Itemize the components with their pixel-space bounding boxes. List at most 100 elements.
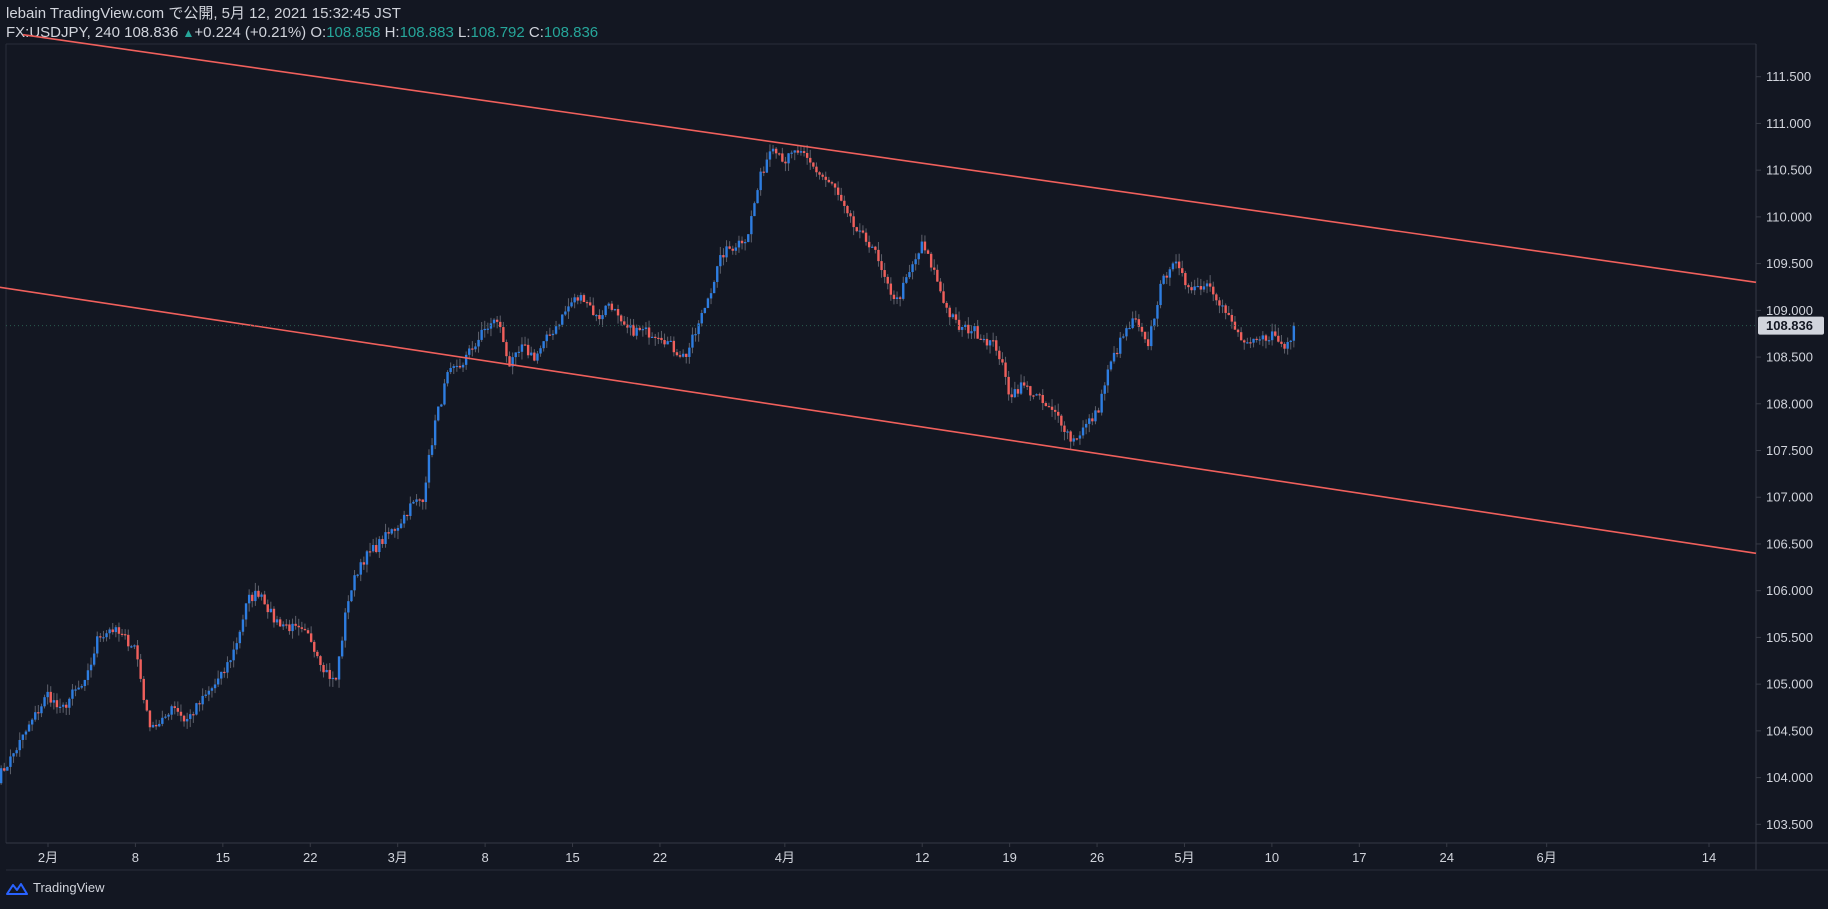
candle-up [604,305,607,316]
candle-up [911,264,914,273]
candle-up [747,234,750,242]
candle-up [440,404,443,407]
candle-down [833,183,837,188]
candle-down [458,365,462,368]
candle-up [595,315,598,317]
candle-up [213,684,217,689]
candle-down [142,678,145,701]
trendline-lower[interactable] [0,286,1757,555]
trendline-upper[interactable] [22,33,1757,284]
candle-down [306,630,310,634]
candle-up [579,295,583,301]
candle-down [1041,394,1044,404]
candle-down [898,297,902,299]
candle-up [452,366,455,368]
candle-down [127,634,130,647]
candle-up [1106,369,1110,386]
candle-down [1038,394,1041,396]
candle-down [1181,268,1184,274]
candle-down [923,241,927,251]
candle-down [65,704,68,708]
candle-down [1230,314,1234,322]
candle-down [948,307,951,318]
candle-up [27,724,31,732]
candle-down [251,594,254,602]
candle-down [136,645,139,660]
x-tick-label: 22 [653,850,667,865]
candle-up [474,346,477,350]
candle-down [1215,294,1218,301]
candle-down [1069,431,1072,442]
candle-down [722,255,725,258]
candle-down [495,319,499,322]
candle-down [1044,403,1048,407]
candle-up [461,364,465,368]
y-tick-label: 107.500 [1766,443,1813,458]
candle-up [0,768,3,784]
y-tick-label: 106.000 [1766,583,1813,598]
candle-down [55,700,59,708]
candle-down [855,227,858,232]
candle-down [942,291,945,303]
candle-up [1035,394,1038,396]
candle-down [1224,305,1227,313]
candle-down [1010,394,1013,398]
candle-up [71,689,74,699]
candle-up [970,331,973,334]
candle-up [520,344,524,352]
candle-up [1289,340,1292,343]
candle-up [691,334,694,348]
time-axis[interactable]: 2月 8 15 22 3月 8 15 22 4月 12 19 26 5月 10 17 24 6月 14 [38,843,1716,865]
candle-up [207,690,211,695]
candle-up [254,590,257,602]
candle-down [328,669,331,679]
candle-up [988,340,992,346]
candle-down [1004,362,1007,377]
candle-down [815,166,818,173]
candle-down [1236,329,1240,333]
candle-down [657,337,660,340]
candle-down [864,232,868,242]
candle-up [244,603,248,620]
candle-up [86,670,90,680]
candle-down [334,677,338,680]
y-tick-label: 104.000 [1766,770,1813,785]
candle-down [1218,300,1221,306]
candle-down [1146,339,1150,347]
candle-up [260,594,263,597]
trendlines[interactable] [0,33,1757,555]
candle-down [1249,342,1252,344]
candle-down [933,267,936,270]
candle-down [818,172,821,175]
candle-down [619,315,623,322]
candle-up [768,151,772,160]
candle-down [303,628,307,631]
candle-up [511,357,514,367]
candle-down [889,283,893,295]
candle-up [114,627,118,633]
plot-frame [5,43,1828,871]
candle-up [536,353,539,361]
candle-up [756,190,759,204]
y-tick-label: 104.500 [1766,723,1813,738]
candles [0,144,1296,785]
candle-up [480,329,483,340]
candle-up [737,240,741,248]
candle-down [731,248,734,251]
candle-up [371,545,375,552]
candle-down [548,334,552,336]
candle-down [852,216,855,228]
y-tick-label: 107.000 [1766,490,1813,505]
y-tick-label: 110.000 [1766,209,1812,224]
candle-down [1199,286,1203,290]
candle-up [613,309,617,311]
candle-up [353,575,356,591]
candle-down [1165,275,1168,278]
candle-down [316,651,319,657]
candle-down [123,634,127,636]
candle-up [917,253,920,260]
candle-up [601,315,604,320]
price-axis[interactable]: 111.500 111.000 110.500 110.000 109.500 109.0… [1756,69,1813,832]
candle-down [979,338,982,340]
